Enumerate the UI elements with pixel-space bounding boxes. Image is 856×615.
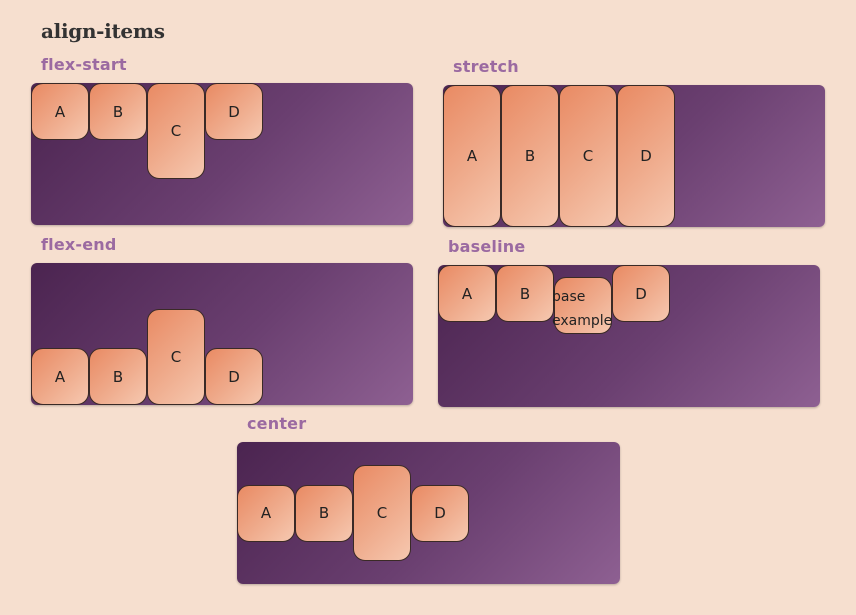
baseline-container: A B base example D xyxy=(438,265,820,407)
center-item-c: C xyxy=(353,465,411,561)
baseline-item-b: B xyxy=(496,265,554,322)
stretch-label: stretch xyxy=(453,57,519,76)
center-container: A B C D xyxy=(237,442,620,584)
flex-start-label: flex-start xyxy=(41,55,127,74)
stretch-container: A B C D xyxy=(443,85,825,227)
center-item-a: A xyxy=(237,484,295,542)
flex-end-item-d: D xyxy=(205,348,263,405)
stretch-item-c: C xyxy=(559,85,617,227)
flex-start-container: A B C D xyxy=(31,83,413,225)
stretch-item-a: A xyxy=(443,85,501,227)
flex-end-container: A B C D xyxy=(31,263,413,405)
center-item-b: B xyxy=(295,484,353,542)
flex-end-item-b: B xyxy=(89,348,147,405)
baseline-item-a: A xyxy=(438,265,496,322)
flex-end-label: flex-end xyxy=(41,235,117,254)
flex-end-item-a: A xyxy=(31,348,89,405)
flex-start-item-c: C xyxy=(147,83,205,179)
baseline-item-base-text: base example xyxy=(552,285,612,333)
flex-start-item-d: D xyxy=(205,83,263,140)
baseline-label: baseline xyxy=(448,237,526,256)
flex-start-item-a: A xyxy=(31,83,89,140)
baseline-item-d: D xyxy=(612,265,670,322)
baseline-base-line-2: example xyxy=(552,313,613,329)
center-label: center xyxy=(247,414,307,433)
flex-start-item-b: B xyxy=(89,83,147,140)
baseline-item-base-example: base example xyxy=(552,277,612,334)
flex-end-item-c: C xyxy=(147,309,205,405)
baseline-base-line-1: base xyxy=(552,289,586,305)
stretch-item-b: B xyxy=(501,85,559,227)
page-title: align-items xyxy=(41,19,165,43)
center-item-d: D xyxy=(411,484,469,542)
stretch-item-d: D xyxy=(617,85,675,227)
